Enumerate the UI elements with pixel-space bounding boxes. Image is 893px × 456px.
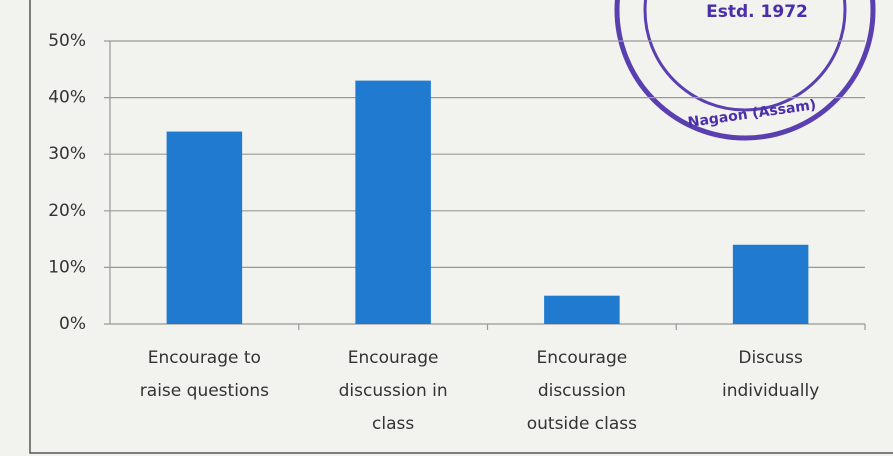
x-tick-label: discussion	[538, 381, 626, 401]
y-tick-label: 50%	[48, 31, 86, 51]
x-tick-label: individually	[722, 381, 819, 401]
y-tick-label: 10%	[48, 257, 86, 277]
x-tick-label: Discuss	[738, 348, 803, 368]
chart-border	[29, 0, 893, 454]
bar	[355, 80, 431, 325]
stamp-text: Estd. 1972	[706, 2, 808, 22]
y-tick-label: 40%	[48, 88, 86, 108]
stamp: Estd. 1972 Nagaon (Assam)	[614, 0, 876, 141]
x-tick-label: class	[372, 414, 414, 434]
x-tick-label: raise questions	[140, 381, 269, 401]
x-tick-label: discussion in	[339, 381, 448, 401]
y-tick-label: 0%	[59, 314, 86, 334]
bar	[166, 131, 243, 324]
y-tick-label: 30%	[48, 144, 86, 164]
x-tick-label: outside class	[527, 414, 637, 434]
stamp-ring	[614, 0, 876, 141]
stamp-inner-ring	[643, 0, 847, 112]
x-tick-label: Encourage to	[148, 348, 261, 368]
x-tick-label: Encourage	[537, 348, 628, 368]
bar	[732, 244, 809, 324]
y-tick-label: 20%	[48, 201, 86, 221]
x-tick-label: Encourage	[348, 348, 439, 368]
bar	[544, 295, 620, 324]
